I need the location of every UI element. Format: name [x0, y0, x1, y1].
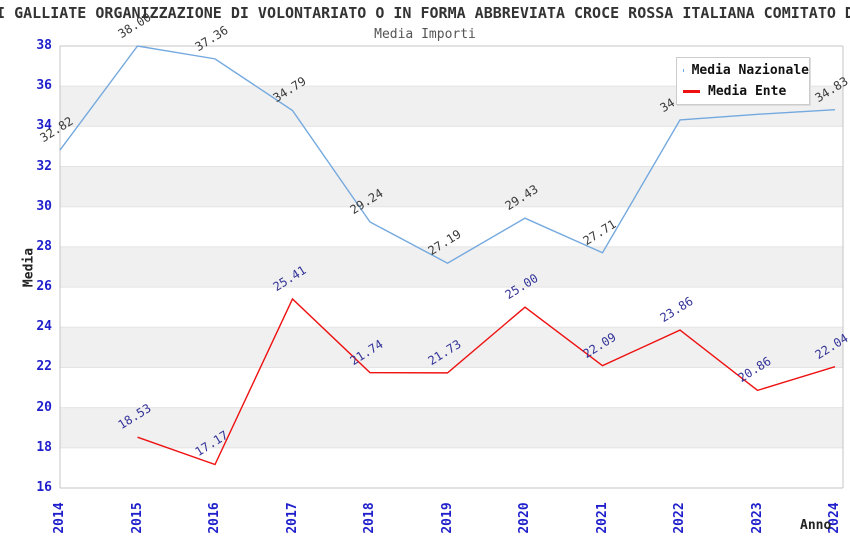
- chart-subtitle: Media Importi: [374, 27, 476, 42]
- media-ente-line-swatch: [683, 89, 700, 93]
- legend: Media Nazionale Media Ente: [676, 57, 810, 105]
- media-nazionale-line-swatch: [683, 69, 684, 73]
- x-axis-title: Anno: [800, 518, 832, 533]
- y-axis-title: Media: [21, 247, 37, 288]
- legend-item-media-nazionale: Media Nazionale: [683, 63, 809, 78]
- chart-title: I GALLIATE ORGANIZZAZIONE DI VOLONTARIAT…: [0, 4, 850, 22]
- legend-item-media-ente: Media Ente: [683, 84, 809, 99]
- legend-label-media-nazionale: Media Nazionale: [691, 63, 809, 79]
- legend-label-media-ente: Media Ente: [708, 83, 787, 99]
